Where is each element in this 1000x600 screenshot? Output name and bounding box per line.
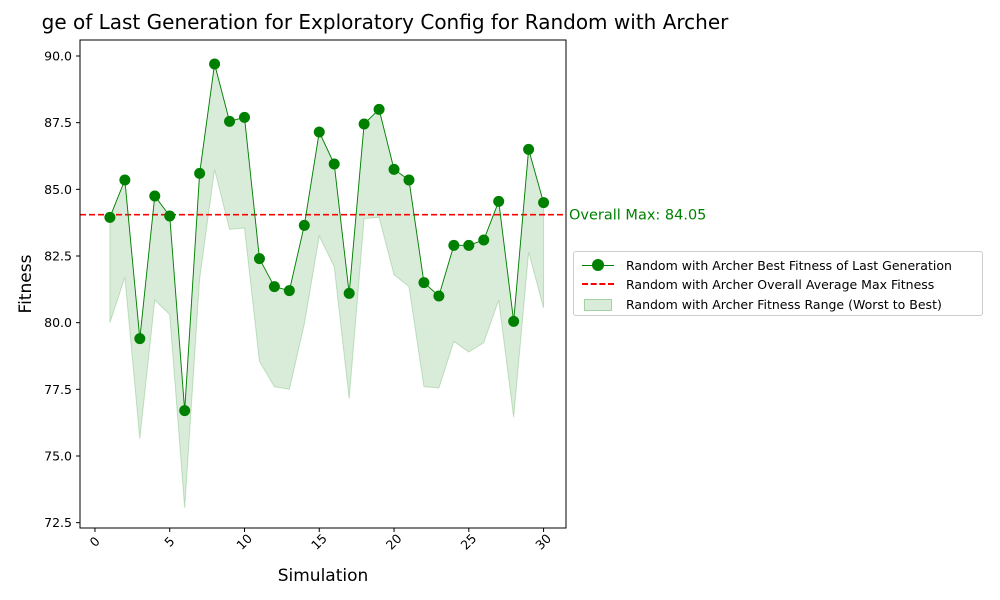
best-fitness-point: [478, 234, 490, 246]
legend-entry-best: Random with Archer Best Fitness of Last …: [582, 256, 952, 274]
x-tick-label: 5: [161, 534, 177, 550]
best-fitness-point: [313, 126, 325, 138]
legend-entry-average: Random with Archer Overall Average Max F…: [582, 275, 934, 293]
y-tick-label: 72.5: [44, 515, 72, 530]
legend-label-range: Random with Archer Fitness Range (Worst …: [626, 296, 942, 312]
legend-entry-range: Random with Archer Fitness Range (Worst …: [582, 295, 942, 313]
best-fitness-point: [493, 195, 505, 207]
x-tick-label: 25: [458, 531, 480, 553]
best-fitness-point: [508, 315, 520, 327]
y-tick-label: 90.0: [44, 49, 72, 64]
best-fitness-point: [538, 197, 550, 209]
best-fitness-point: [224, 115, 236, 127]
x-tick-label: 10: [233, 531, 255, 553]
best-fitness-point: [179, 405, 191, 417]
legend-label-average: Random with Archer Overall Average Max F…: [626, 276, 935, 292]
best-fitness-point: [463, 239, 475, 251]
best-fitness-point: [328, 158, 340, 170]
best-fitness-point: [403, 174, 415, 186]
best-fitness-point: [194, 167, 206, 179]
legend-marker-best: [582, 258, 614, 272]
best-fitness-point: [418, 277, 430, 289]
best-fitness-point: [238, 111, 250, 123]
y-tick-label: 75.0: [44, 449, 72, 464]
legend-marker-average: [582, 277, 614, 291]
best-fitness-point: [149, 190, 161, 202]
y-tick-label: 87.5: [44, 115, 72, 130]
x-tick-label: 20: [383, 531, 405, 553]
best-fitness-point: [209, 58, 221, 70]
y-axis-label: Fitness: [16, 254, 36, 313]
best-fitness-point: [388, 163, 400, 175]
legend-marker-range: [582, 297, 614, 311]
y-tick-label: 85.0: [44, 182, 72, 197]
best-fitness-point: [373, 103, 385, 115]
legend-label-best: Random with Archer Best Fitness of Last …: [626, 257, 952, 273]
y-tick-label: 82.5: [44, 249, 72, 264]
y-tick-label: 80.0: [44, 315, 72, 330]
best-fitness-point: [268, 281, 280, 293]
x-tick-label: 0: [86, 533, 102, 549]
chart-title: ge of Last Generation for Exploratory Co…: [41, 10, 729, 34]
best-fitness-point: [448, 239, 460, 251]
best-fitness-point: [134, 333, 146, 345]
best-fitness-point: [104, 211, 116, 223]
plot-frame: [79, 39, 567, 529]
legend: Random with Archer Best Fitness of Last …: [573, 251, 983, 316]
x-axis-label: Simulation: [278, 566, 369, 586]
best-fitness-point: [283, 285, 295, 297]
x-tick-label: 30: [532, 531, 554, 553]
best-fitness-point: [523, 143, 535, 155]
average-max-label: Overall Max: 84.05: [569, 208, 706, 224]
best-fitness-point: [253, 253, 265, 265]
best-fitness-point: [343, 287, 355, 299]
best-fitness-point: [298, 219, 310, 231]
best-fitness-point: [358, 118, 370, 130]
best-fitness-point: [119, 174, 131, 186]
best-fitness-point: [164, 210, 176, 222]
y-tick-label: 77.5: [44, 382, 72, 397]
best-fitness-point: [433, 290, 445, 302]
x-tick-label: 15: [308, 531, 330, 553]
